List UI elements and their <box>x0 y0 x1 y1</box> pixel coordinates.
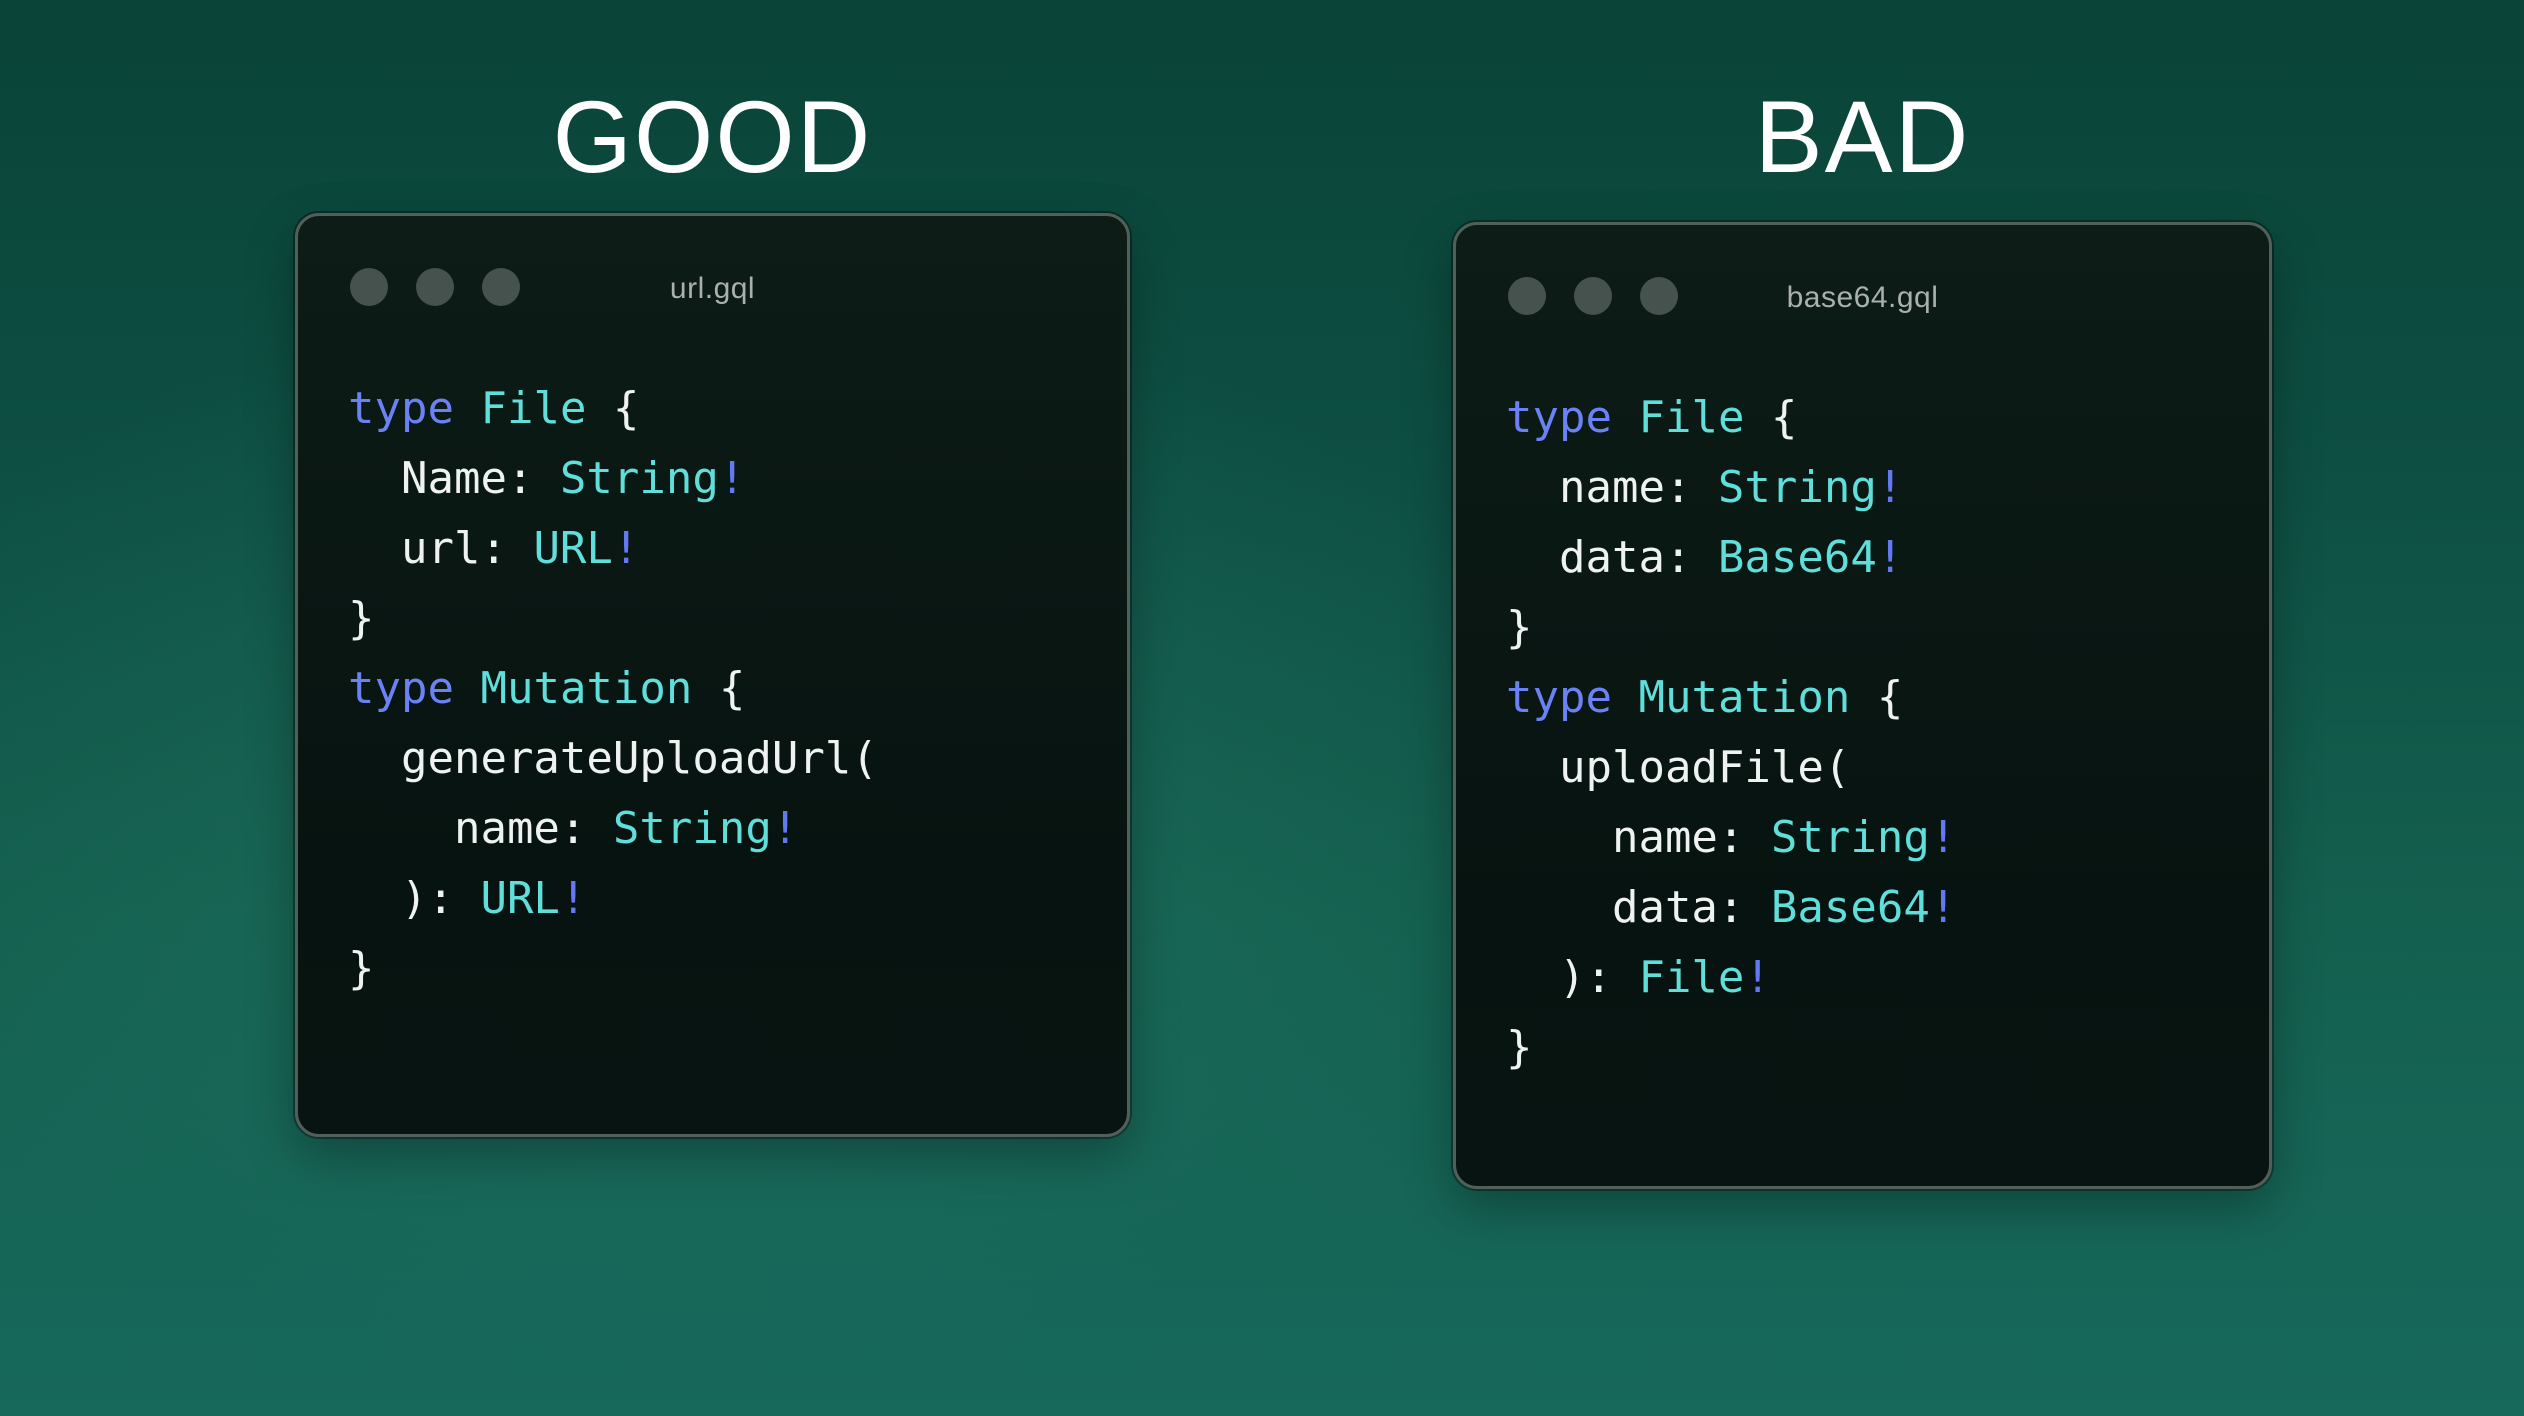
code-token: type <box>1506 672 1612 723</box>
code-token: url: <box>348 523 534 574</box>
code-token: Base64 <box>1717 532 1877 583</box>
code-token: String <box>612 803 772 854</box>
code-token: ! <box>612 523 640 574</box>
code-line: data: Base64! <box>1506 523 2249 593</box>
code-token: uploadFile( <box>1506 742 1851 793</box>
code-token: ! <box>559 873 587 924</box>
code-line: } <box>348 584 1107 654</box>
code-token: ): <box>348 873 481 924</box>
code-token: ! <box>718 453 746 504</box>
code-line: uploadFile( <box>1506 733 2249 803</box>
code-token: File <box>480 383 587 434</box>
code-token <box>454 383 481 434</box>
code-token: type <box>348 383 454 434</box>
code-line: } <box>1506 1013 2249 1083</box>
code-line: url: URL! <box>348 514 1107 584</box>
code-token: { <box>586 383 640 434</box>
window-control-dot-icon[interactable] <box>350 268 388 306</box>
code-token: type <box>1506 392 1612 443</box>
filename-label: base64.gql <box>1786 281 1939 314</box>
code-line: data: Base64! <box>1506 873 2249 943</box>
code-token: data: <box>1506 532 1718 583</box>
window-control-dot-icon[interactable] <box>1640 277 1678 315</box>
code-token: { <box>1850 672 1904 723</box>
code-token <box>1612 392 1639 443</box>
window-titlebar: url.gql <box>298 216 1127 366</box>
code-token <box>454 663 481 714</box>
code-window-bad: base64.gql type File { name: String! dat… <box>1453 222 2272 1189</box>
code-token: String <box>559 453 719 504</box>
window-controls <box>350 268 520 306</box>
code-token: ): <box>1506 952 1639 1003</box>
code-line: name: String! <box>1506 803 2249 873</box>
window-control-dot-icon[interactable] <box>482 268 520 306</box>
code-token: ! <box>1876 532 1904 583</box>
code-token: } <box>348 593 375 644</box>
window-titlebar: base64.gql <box>1456 225 2269 375</box>
code-token: generateUploadUrl( <box>348 733 878 784</box>
code-token: { <box>692 663 746 714</box>
code-token: ! <box>1876 462 1904 513</box>
code-line: name: String! <box>348 794 1107 864</box>
code-token: URL <box>480 873 560 924</box>
window-control-dot-icon[interactable] <box>416 268 454 306</box>
code-token: ! <box>771 803 799 854</box>
code-token: data: <box>1506 882 1771 933</box>
code-token: URL <box>533 523 613 574</box>
heading-good: GOOD <box>552 80 873 194</box>
heading-bad: BAD <box>1754 80 1971 194</box>
code-line: Name: String! <box>348 444 1107 514</box>
code-line: ): URL! <box>348 864 1107 934</box>
code-token: Name: <box>348 453 560 504</box>
code-token: ! <box>1929 882 1957 933</box>
code-line: type File { <box>1506 383 2249 453</box>
code-line: type Mutation { <box>348 654 1107 724</box>
code-token: { <box>1744 392 1798 443</box>
code-token: name: <box>1506 462 1718 513</box>
filename-label: url.gql <box>669 272 756 305</box>
code-token: File <box>1638 392 1745 443</box>
code-token: String <box>1770 812 1930 863</box>
code-block: type File { name: String! data: Base64!}… <box>1506 383 2249 1083</box>
code-line: ): File! <box>1506 943 2249 1013</box>
code-token: Mutation <box>480 663 693 714</box>
code-window-good: url.gql type File { Name: String! url: U… <box>295 213 1130 1137</box>
code-token <box>1612 672 1639 723</box>
code-token: Base64 <box>1770 882 1930 933</box>
code-line: name: String! <box>1506 453 2249 523</box>
window-control-dot-icon[interactable] <box>1508 277 1546 315</box>
code-token: name: <box>1506 812 1771 863</box>
code-token: } <box>1506 1022 1533 1073</box>
code-line: } <box>1506 593 2249 663</box>
code-token: ! <box>1744 952 1771 1003</box>
code-token: } <box>1506 602 1533 653</box>
code-token: String <box>1717 462 1877 513</box>
code-line: } <box>348 934 1107 1004</box>
code-block: type File { Name: String! url: URL!} type… <box>348 374 1107 1004</box>
window-control-dot-icon[interactable] <box>1574 277 1612 315</box>
window-controls <box>1508 277 1678 315</box>
code-token: } <box>348 943 375 994</box>
code-line: type File { <box>348 374 1107 444</box>
code-token: name: <box>348 803 613 854</box>
code-token: type <box>348 663 454 714</box>
code-line: generateUploadUrl( <box>348 724 1107 794</box>
code-token: File <box>1638 952 1745 1003</box>
code-line: type Mutation { <box>1506 663 2249 733</box>
code-token: Mutation <box>1638 672 1851 723</box>
code-token: ! <box>1929 812 1957 863</box>
